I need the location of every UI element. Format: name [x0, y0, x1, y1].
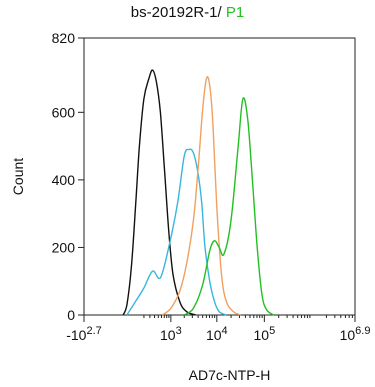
series-line-2 — [126, 148, 227, 316]
y-axis-label: Count — [10, 158, 26, 195]
chart-title-gate: P1 — [225, 4, 245, 21]
chart-title: bs-20192R-1/ — [130, 4, 222, 21]
series-line-1 — [122, 69, 196, 316]
x-tick-label: -102.7 — [66, 325, 102, 343]
y-tick-label: 200 — [52, 239, 76, 255]
y-tick-label: 400 — [52, 172, 76, 188]
series-line-4 — [183, 97, 275, 316]
x-tick-label: 106.9 — [340, 325, 371, 343]
y-tick-label: 600 — [52, 104, 76, 120]
x-tick-label: 103 — [160, 325, 182, 343]
x-axis-label: AD7c-NTP-H — [189, 367, 271, 383]
y-tick-label: 0 — [67, 307, 75, 323]
x-tick-label: 104 — [206, 325, 228, 343]
series-line-3 — [161, 76, 241, 316]
plot-frame — [83, 37, 356, 316]
y-tick-label: 820 — [52, 30, 76, 46]
chart-title-group: bs-20192R-1/ P1 — [0, 4, 375, 21]
x-tick-label: 105 — [253, 325, 275, 343]
